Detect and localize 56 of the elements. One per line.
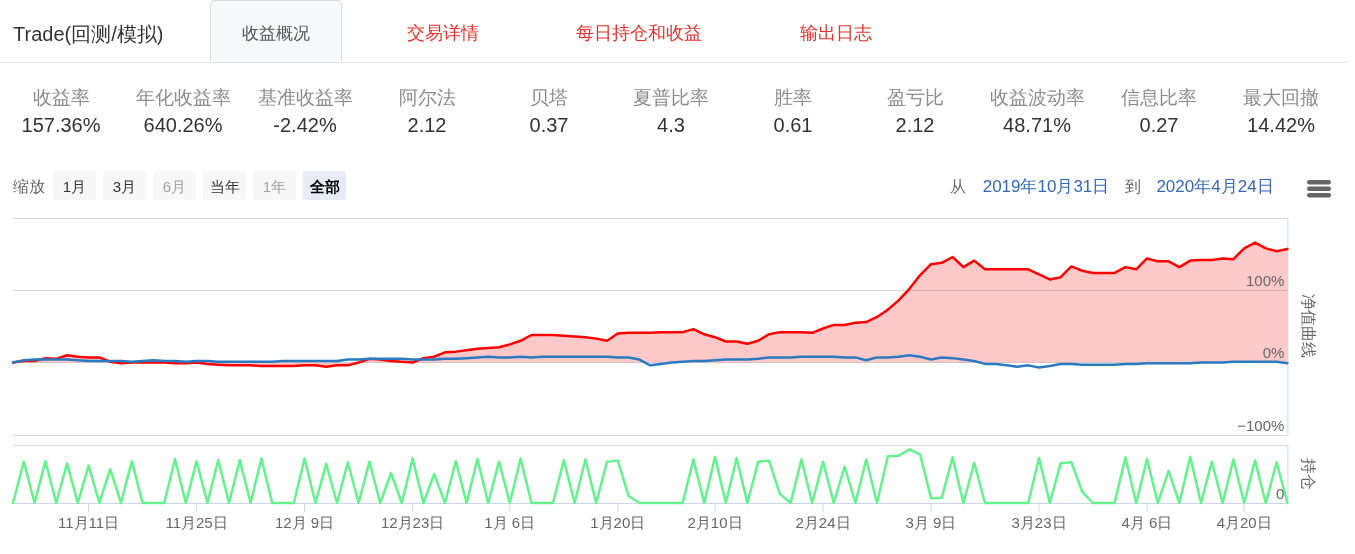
y-tick-label: 100% xyxy=(1246,272,1285,290)
text: 640.26% xyxy=(143,114,223,136)
text: 2019年10月31日 xyxy=(982,177,1110,196)
x-tick-label: 4月20日 xyxy=(1216,514,1272,531)
x-tick-label: 3月23日 xyxy=(1011,514,1067,531)
y-axis-title: 持仓 xyxy=(1300,458,1317,491)
x-tick-label: 4月 6日 xyxy=(1121,514,1173,531)
text: 1月 xyxy=(62,178,87,195)
x-tick-label: 3月 9日 xyxy=(905,514,957,531)
y-axis-title: 净值曲线 xyxy=(1300,294,1317,359)
text: 0.27 xyxy=(1139,114,1179,136)
x-tick-label: 12月23日 xyxy=(380,514,445,531)
x-tick-label: 1月20日 xyxy=(590,514,646,531)
text: -2.42% xyxy=(273,114,337,136)
y-tick-label: −100% xyxy=(1237,416,1285,434)
text: 2.12 xyxy=(407,114,447,136)
text: 到 xyxy=(1125,178,1141,195)
category-label: 阿尔法 xyxy=(398,87,456,108)
x-tick-label: 11月11日 xyxy=(58,514,120,531)
text: 2.12 xyxy=(895,114,935,136)
category-label: 盈亏比 xyxy=(886,87,944,108)
category-label: 胜率 xyxy=(774,87,812,108)
text: 48.71% xyxy=(1003,114,1071,136)
text: 14.42% xyxy=(1247,114,1315,136)
text: 交易详情 xyxy=(407,23,479,43)
text: 4.3 xyxy=(657,114,685,136)
text: 0.61 xyxy=(773,114,813,136)
x-tick-label: 2月24日 xyxy=(795,514,851,531)
text: 1年 xyxy=(262,178,287,195)
text: Trade(回测/模拟) xyxy=(13,23,164,45)
x-tick-label: 1月 6日 xyxy=(484,514,536,531)
x-tick-label: 11月25日 xyxy=(165,514,228,531)
text: 3月 xyxy=(112,178,137,195)
category-label: 信息比率 xyxy=(1121,87,1197,108)
text: 从 xyxy=(950,178,966,195)
text: 全部 xyxy=(308,178,340,195)
text: 2020年4月24日 xyxy=(1156,177,1274,196)
text: 每日持仓和收益 xyxy=(576,23,702,43)
category-label: 收益率 xyxy=(32,87,90,108)
category-label: 收益波动率 xyxy=(989,87,1085,108)
category-label: 贝塔 xyxy=(530,87,568,108)
text: 收益概况 xyxy=(242,24,310,43)
annotation: 0 xyxy=(1276,485,1285,502)
y-tick-label: 0% xyxy=(1262,344,1285,362)
text: 缩放 xyxy=(13,178,45,195)
x-tick-label: 12月 9日 xyxy=(275,514,335,531)
text: 6月 xyxy=(162,178,187,195)
category-label: 年化收益率 xyxy=(135,87,231,108)
category-label: 基准收益率 xyxy=(257,87,353,108)
text: 当年 xyxy=(209,178,240,195)
category-label: 夏普比率 xyxy=(633,87,709,108)
text: 输出日志 xyxy=(800,23,872,43)
x-tick-label: 2月10日 xyxy=(687,514,743,531)
text: 0.37 xyxy=(529,114,569,136)
category-label: 最大回撤 xyxy=(1243,87,1319,108)
text: 157.36% xyxy=(21,114,101,136)
